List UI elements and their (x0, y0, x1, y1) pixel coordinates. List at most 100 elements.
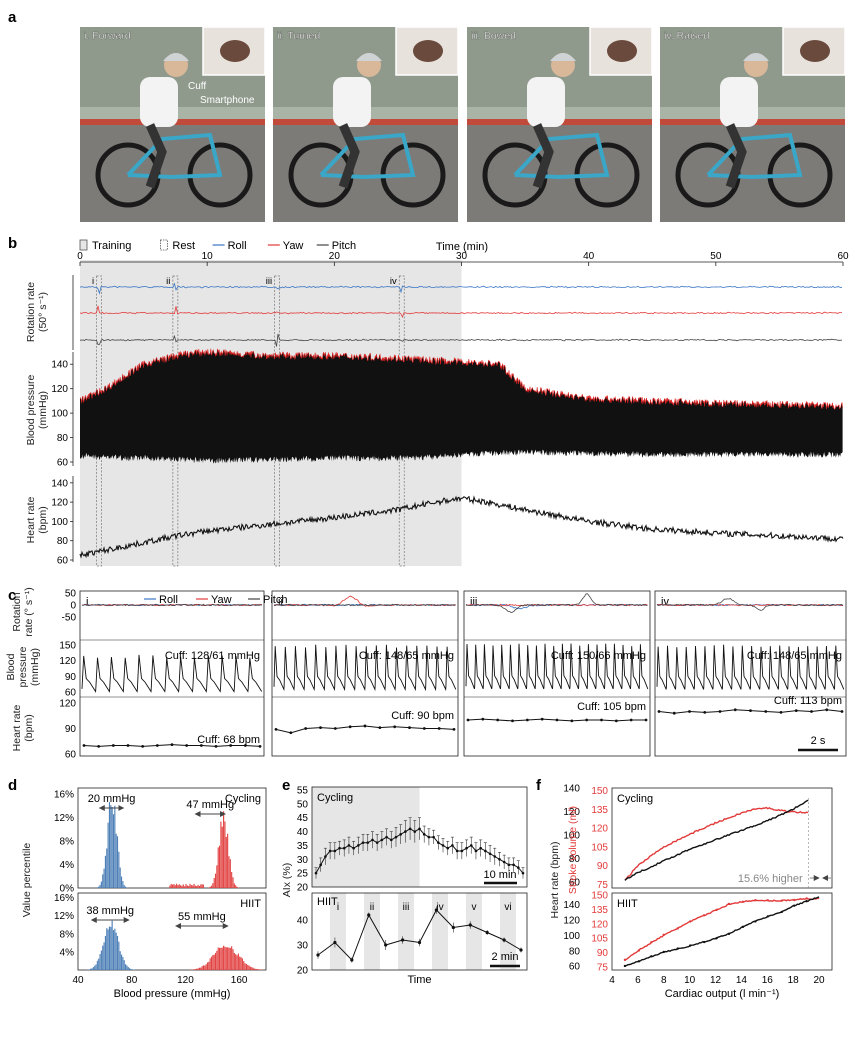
d-bar-systolic (197, 968, 199, 970)
c-hr-ylabel-line: Heart rate (11, 704, 23, 751)
f-xtick-label: 6 (635, 975, 641, 986)
d-red-range: 55 mmHg (178, 911, 226, 923)
f-sv-line (624, 806, 809, 881)
d-bar-systolic (223, 811, 225, 888)
e-bottom-line (317, 909, 522, 961)
d-bar-systolic (240, 957, 242, 970)
b-time-label: Time (min) (436, 241, 488, 253)
d-ytick-label: 16% (54, 893, 74, 904)
d-bar-systolic (227, 947, 229, 970)
d-bar-diastolic (102, 874, 104, 888)
d-bar-systolic (174, 885, 176, 888)
b-xtick-label: 50 (710, 251, 722, 262)
d-bar-systolic (219, 845, 221, 888)
helmet (743, 53, 769, 61)
legend-rest-swatch (159, 239, 168, 251)
f-frame (611, 787, 833, 889)
d-bar-systolic (235, 954, 237, 970)
c-bp-tick-label: 120 (59, 656, 76, 667)
d-bar-systolic (194, 969, 196, 970)
f-sv-tick-label: 135 (591, 805, 608, 816)
b-bp-ylabel: Blood pressure(mmHg) (25, 375, 49, 446)
e-top-ytick-label: 40 (297, 827, 309, 838)
panel-c: Rotationrate (° s⁻¹) Bloodpressure(mmHg) H… (5, 587, 847, 761)
panel-label-d: d (8, 777, 17, 794)
d-bar-systolic (181, 885, 183, 888)
c-rot-tick-label: 50 (65, 589, 77, 600)
e-phase-label: i (337, 902, 339, 913)
f-hr-line (624, 799, 809, 881)
d-bar-systolic (210, 956, 213, 970)
c-rotation-ylabel-line: Rotation (11, 592, 23, 631)
f-ylabel-left-line: Heart rate (bpm) (549, 841, 561, 918)
d-bar-systolic (182, 884, 184, 888)
d-bar-systolic (217, 947, 219, 970)
d-bar-systolic (253, 968, 256, 970)
b-xtick-label: 10 (202, 251, 214, 262)
helmet (356, 53, 382, 61)
c-rot-tick-label: -50 (62, 613, 77, 624)
d-bar-systolic (193, 883, 195, 888)
photo-road (80, 125, 265, 222)
c-rot-tick-label: 0 (70, 601, 76, 612)
b-hr-ylabel: Heart rate(bpm) (25, 496, 49, 543)
d-bar-systolic (201, 884, 203, 888)
e-hiit-phase-shade (432, 893, 448, 970)
d-bar-diastolic (95, 964, 97, 970)
photo-3: iii. Bowed (467, 26, 653, 222)
f-ylabel-right: Stroke volume (ml) (567, 806, 579, 894)
e-top-scale-label: 10 min (483, 869, 516, 881)
f-subpanel-2: 60 80 100 120 140 75 90 105 120 135 150 HIIT (563, 890, 833, 974)
f-sv-tick-label: 90 (597, 861, 609, 872)
e-top-ytick-label: 35 (297, 841, 309, 852)
d-bar-diastolic (111, 807, 113, 888)
photo-4: iv. Raised (660, 26, 846, 222)
e-ylabel: AIx (%) (281, 863, 293, 897)
c-bp-ylabel: Bloodpressure(mmHg) (5, 646, 41, 687)
e-top-ytick-label: 30 (297, 855, 309, 866)
d-bar-systolic (233, 883, 235, 888)
d-bar-systolic (206, 962, 209, 970)
d-bar-systolic (255, 968, 257, 970)
d-bar-systolic (170, 883, 172, 888)
b-bp-tick-label: 80 (57, 433, 69, 444)
f-xtick-label: 20 (813, 975, 825, 986)
c-hr-tick-label: 120 (59, 699, 76, 710)
d-bar-systolic (214, 952, 217, 970)
d-bar-systolic (194, 885, 196, 888)
b-bp-ylabel-line: (mmHg) (37, 391, 49, 429)
d-bar-diastolic (99, 954, 101, 970)
d-bar-systolic (241, 958, 243, 970)
b-bp-ylabel-line: Blood pressure (25, 375, 37, 446)
inset-wrist (220, 40, 250, 62)
d-bar-systolic (239, 956, 241, 970)
c-hr-ylabel-line: (bpm) (23, 714, 35, 741)
c-window-label: iv (661, 596, 669, 608)
b-hr-tick-label: 140 (51, 478, 68, 489)
f-sv-tick-label: 135 (591, 905, 608, 916)
f-sv-tick-label: 150 (591, 890, 608, 901)
d-bar-diastolic (116, 935, 119, 970)
legend-roll: Roll (228, 240, 247, 252)
d-bar-diastolic (91, 968, 93, 970)
b-bp-tick-label: 140 (51, 360, 68, 371)
d-bar-systolic (202, 884, 205, 888)
c-frame (271, 590, 459, 757)
d-bar-systolic (213, 878, 215, 888)
c-bp-tick-label: 150 (59, 641, 76, 652)
inset-wrist (413, 40, 443, 62)
d-ytick-label: 12% (54, 911, 74, 922)
d-bar-systolic (190, 885, 192, 888)
d-ytick-label: 0% (60, 884, 75, 895)
b-xtick-label: 40 (583, 251, 595, 262)
e-top-title: Cycling (317, 792, 353, 804)
c-bp-tick-label: 90 (65, 672, 77, 683)
d-bar-diastolic (118, 941, 120, 970)
b-hr-ylabel-line: (bpm) (37, 506, 49, 533)
e-top-ytick-label: 55 (297, 786, 309, 797)
f-xtick-label: 10 (684, 975, 696, 986)
b-xtick-label: 30 (456, 251, 468, 262)
